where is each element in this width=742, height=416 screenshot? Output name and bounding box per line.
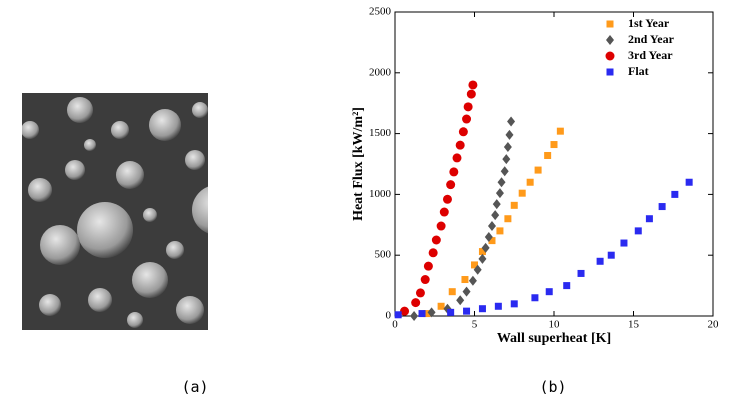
x-tick-label: 5 [472, 319, 478, 331]
point [455, 140, 465, 150]
point [452, 153, 462, 163]
point [468, 275, 477, 286]
x-tick-label: 10 [549, 319, 561, 331]
point [487, 221, 496, 232]
point [503, 141, 512, 152]
legend-marker [606, 68, 614, 76]
point [491, 210, 500, 221]
legend-marker [606, 20, 614, 28]
point [671, 190, 679, 198]
micrograph [22, 93, 208, 330]
point [423, 310, 431, 318]
point [437, 302, 445, 310]
point [420, 275, 430, 285]
point [505, 129, 514, 140]
point [463, 102, 473, 112]
legend-marker [606, 35, 614, 45]
point [448, 288, 456, 296]
point [423, 261, 433, 271]
point [502, 154, 511, 165]
point [495, 188, 504, 199]
point [466, 89, 476, 99]
point [410, 311, 419, 321]
point [550, 141, 558, 149]
x-tick-label: 0 [392, 319, 398, 331]
legend-label: 2nd Year [628, 32, 675, 46]
point [484, 231, 493, 242]
point [526, 178, 534, 186]
point [518, 189, 526, 197]
point [563, 282, 571, 290]
point [442, 194, 452, 204]
x-tick-label: 20 [708, 319, 720, 331]
point [462, 286, 471, 297]
panel-label: (a) [181, 378, 208, 396]
point [427, 307, 436, 318]
point [431, 235, 441, 245]
point [411, 298, 421, 308]
point [510, 201, 518, 209]
point [577, 269, 585, 277]
point [492, 199, 501, 210]
point [400, 306, 410, 316]
y-tick-label: 500 [375, 249, 392, 261]
point [478, 305, 486, 313]
point [531, 294, 539, 302]
point [394, 311, 402, 319]
point [497, 177, 506, 188]
legend-marker [605, 51, 615, 61]
point [447, 308, 455, 316]
point [418, 310, 426, 318]
point [496, 227, 504, 235]
point [534, 166, 542, 174]
point [446, 180, 456, 190]
point [556, 127, 564, 135]
point [449, 167, 459, 177]
point [544, 151, 552, 159]
point [463, 307, 471, 315]
point [468, 80, 478, 90]
point [500, 166, 509, 177]
point [481, 242, 490, 253]
point [607, 251, 615, 259]
legend-label: Flat [628, 64, 649, 78]
y-tick-label: 2500 [369, 6, 392, 18]
y-tick-label: 1500 [369, 127, 392, 139]
point [620, 239, 628, 247]
y-axis-label: Heat Flux [kW/m²] [351, 107, 366, 221]
point [545, 288, 553, 296]
point [488, 237, 496, 245]
point [510, 300, 518, 308]
point [458, 127, 468, 137]
legend-label: 3rd Year [628, 48, 673, 62]
point [456, 295, 465, 306]
point [415, 288, 425, 298]
panel-label: (b) [539, 378, 566, 396]
point [461, 276, 469, 284]
point [685, 178, 693, 186]
x-axis-label: Wall superheat [K] [497, 331, 611, 346]
point [494, 302, 502, 310]
point [471, 261, 478, 269]
legend-label: 1st Year [628, 16, 670, 30]
y-tick-label: 1000 [369, 188, 392, 200]
x-tick-label: 15 [628, 319, 640, 331]
point [634, 227, 642, 235]
point [436, 221, 446, 231]
point [658, 203, 666, 211]
point [462, 114, 472, 124]
point [473, 264, 482, 275]
y-tick-label: 0 [386, 310, 392, 322]
point [478, 248, 486, 256]
point [645, 215, 653, 223]
point [596, 257, 604, 265]
point [504, 215, 512, 223]
y-tick-label: 2000 [369, 66, 392, 78]
point [428, 248, 438, 258]
point [439, 207, 449, 217]
point [507, 116, 516, 127]
point [478, 253, 487, 264]
